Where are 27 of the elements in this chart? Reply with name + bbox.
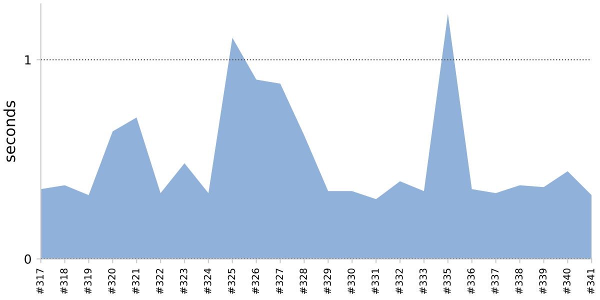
y-tick-label: 0 (24, 254, 31, 264)
x-tick-label: #337 (491, 268, 499, 294)
x-tick-label: #333 (419, 268, 427, 294)
x-tick-label: #332 (395, 268, 403, 294)
x-tick-label: #329 (324, 268, 331, 294)
y-tick-label: 1 (25, 55, 31, 64)
x-tick-label: #340 (563, 268, 570, 294)
x-tick-label: #317 (36, 268, 44, 294)
x-tick-label: #321 (132, 268, 140, 294)
x-tick-label: #339 (539, 268, 547, 294)
x-tick-label: #323 (180, 268, 188, 294)
x-tick-label: #319 (84, 268, 92, 294)
x-tick-label: #318 (60, 268, 68, 294)
x-tick-label: #322 (156, 268, 164, 294)
x-tick-label: #324 (204, 268, 212, 294)
x-tick-label: #331 (372, 268, 379, 294)
x-tick-label: #338 (515, 268, 523, 294)
x-tick-label: #327 (276, 268, 284, 294)
x-tick-label: #325 (228, 268, 236, 294)
x-tick-label: #335 (443, 268, 451, 294)
x-tick-label: #328 (300, 268, 308, 294)
x-tick-label: #336 (467, 268, 475, 294)
x-tick-label: #320 (108, 268, 116, 294)
y-axis-title: seconds (3, 100, 16, 162)
x-tick-label: #341 (587, 268, 594, 294)
x-tick-label: #326 (252, 268, 260, 294)
x-tick-label: #330 (348, 268, 355, 294)
